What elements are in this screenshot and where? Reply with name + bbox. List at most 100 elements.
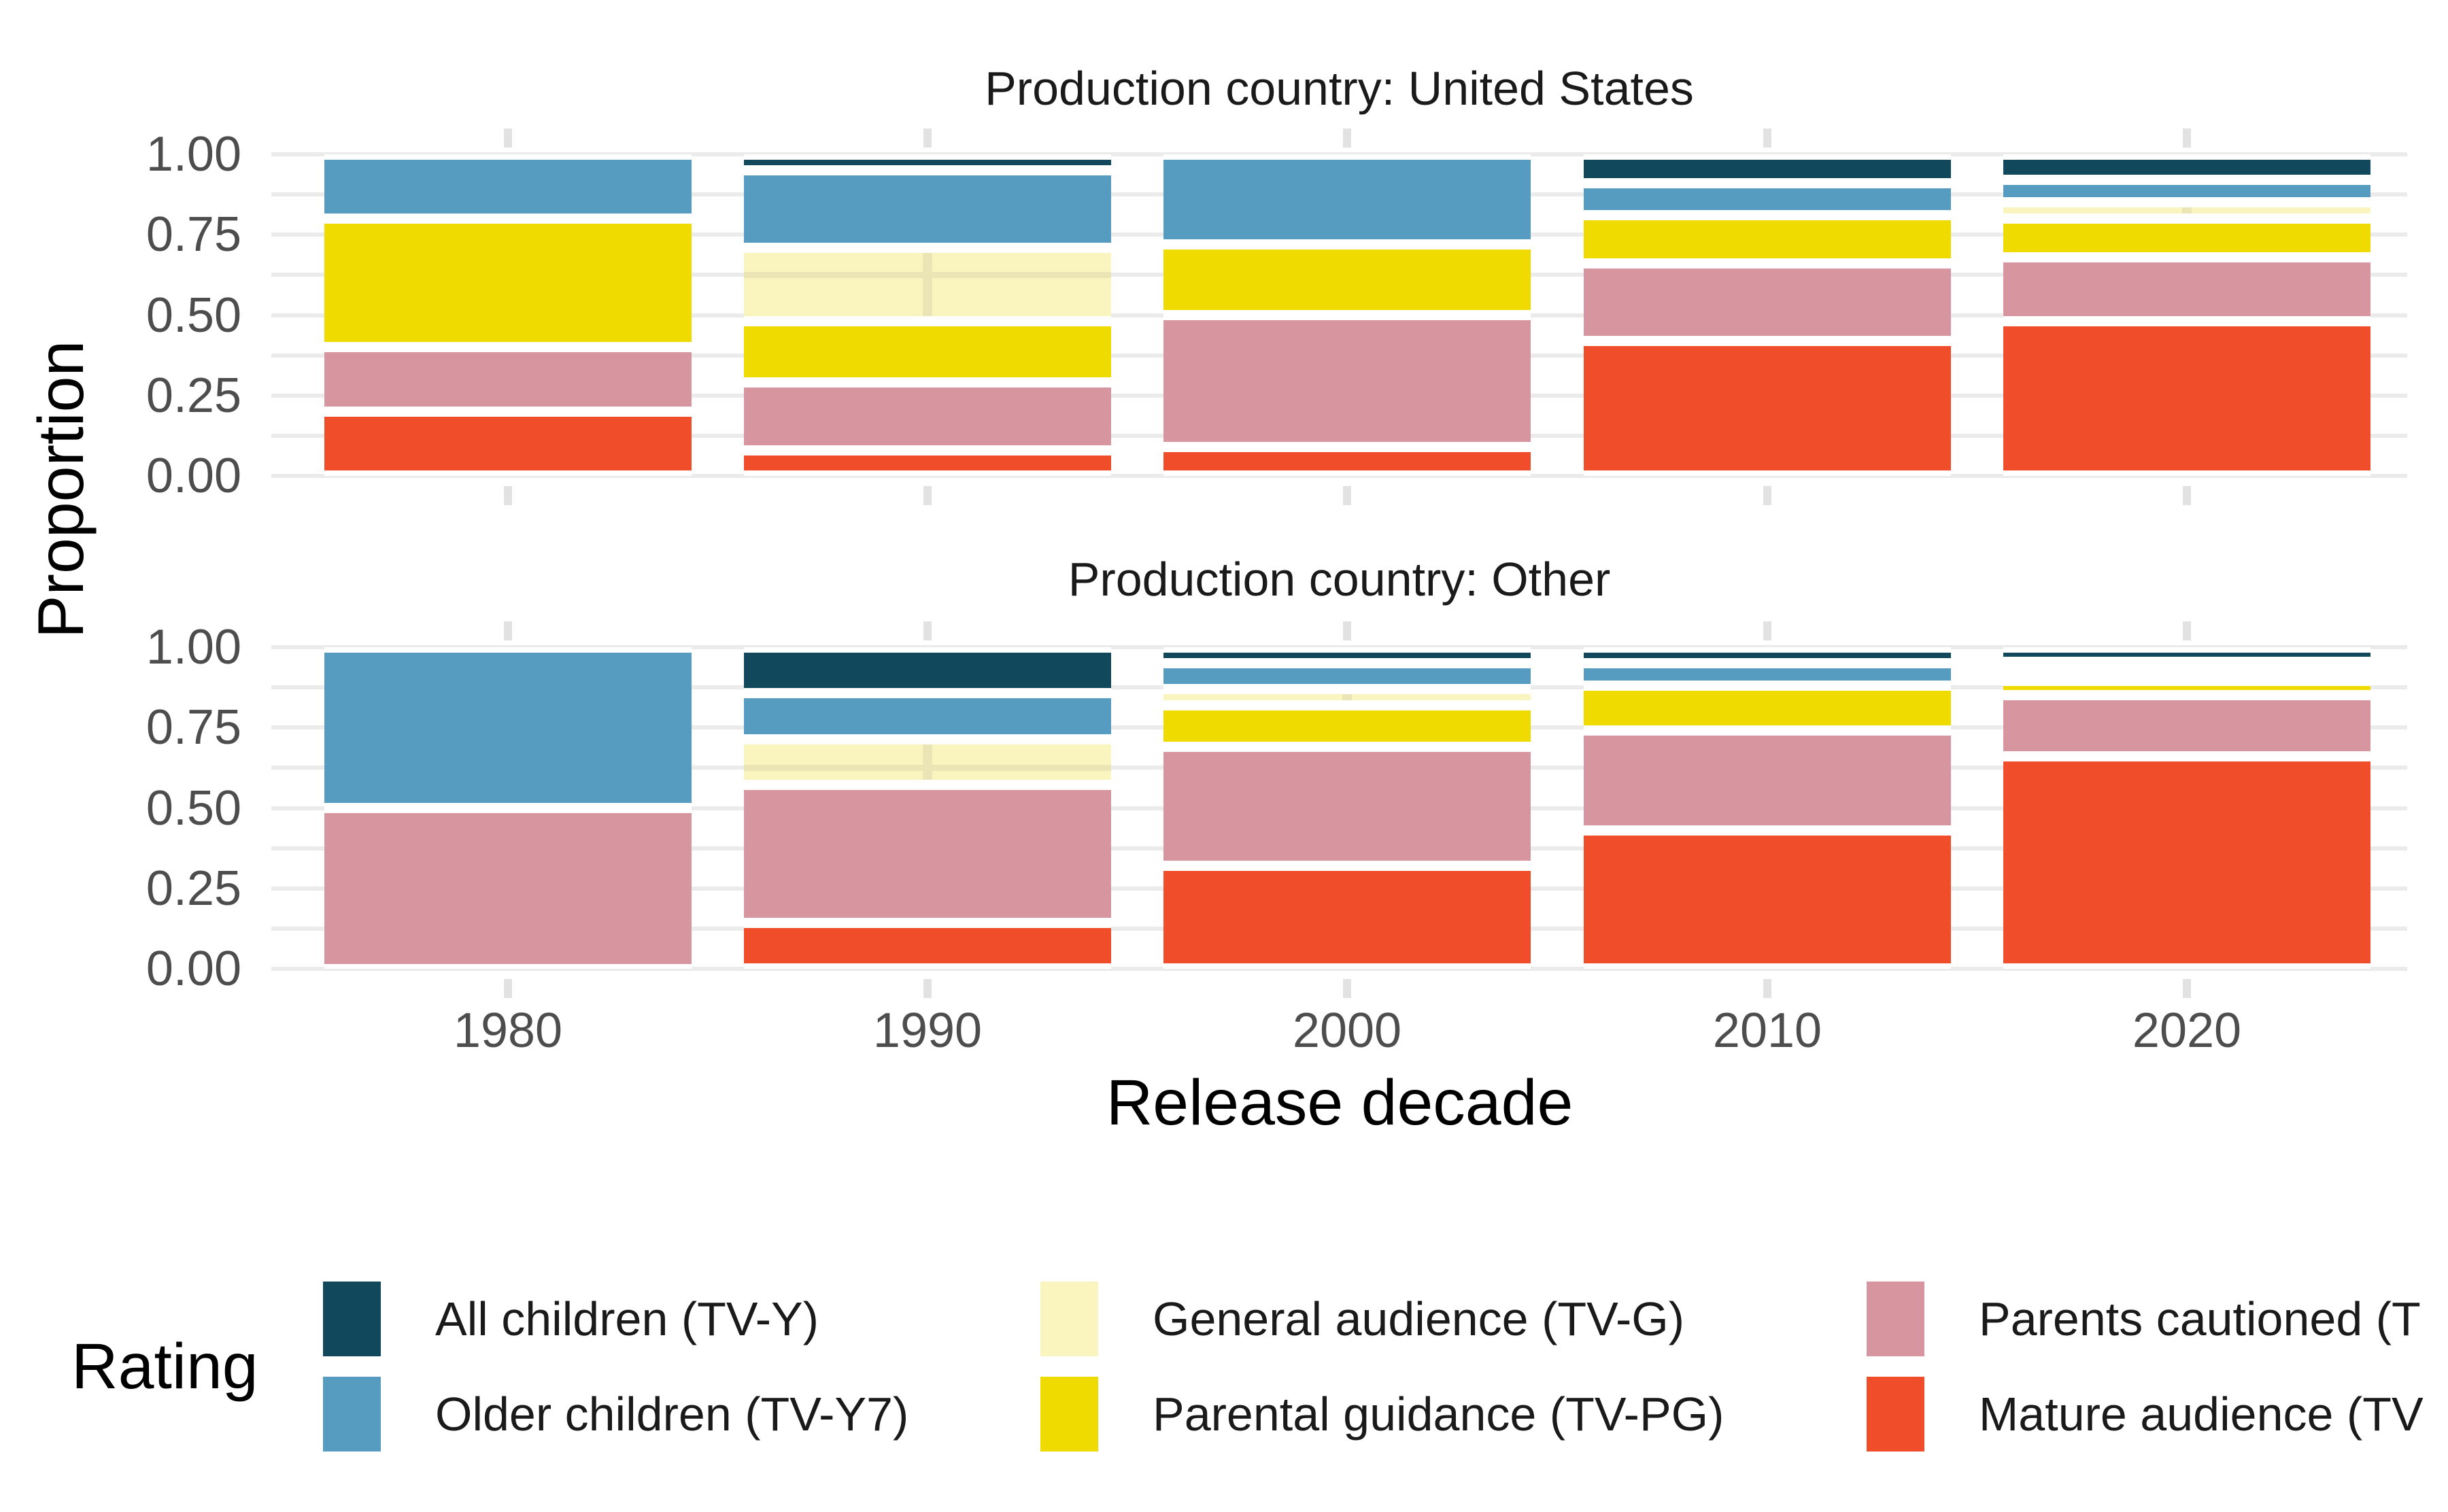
axis-tick-mark: [2183, 128, 2191, 148]
gridline-through-pale-segment: [923, 252, 932, 317]
x-tick-label: 1980: [453, 1003, 563, 1058]
segment-tv_14-2010: [1584, 736, 1951, 826]
segment-tv_14-2000: [1163, 320, 1531, 442]
axis-tick-mark: [923, 128, 932, 148]
segment-tv_g-1990: [744, 252, 1111, 317]
gridline-through-pale-segment: [923, 744, 932, 780]
axis-tick-mark: [1763, 486, 1771, 505]
segment-tv_14-2020: [2003, 262, 2370, 317]
y-tick-label: 0.75: [146, 207, 241, 262]
bar-1980: [324, 154, 692, 476]
legend-swatch-tv_ma: [1867, 1377, 1924, 1451]
segment-tv_14-1990: [744, 790, 1111, 918]
y-tick-label: 0.50: [146, 780, 241, 836]
segment-tv_ma-2000: [1163, 871, 1531, 964]
segment-tv_pg-2010: [1584, 220, 1951, 259]
segment-tv_pg-2000: [1163, 249, 1531, 310]
y-tick-label: 0.25: [146, 861, 241, 916]
segment-tv_ma-1990: [744, 455, 1111, 471]
x-tick-label: 1990: [872, 1003, 983, 1058]
segment-tv_14-1980: [324, 813, 692, 964]
legend-title: Rating: [71, 1330, 258, 1403]
y-tick-label: 0.50: [146, 288, 241, 343]
gridline-through-pale-segment: [1342, 693, 1352, 700]
segment-tv_y-2020: [2003, 652, 2370, 657]
facet-title-other: Production country: Other: [1068, 553, 1611, 606]
segment-tv_14-2010: [1584, 269, 1951, 336]
x-axis-title: Release decade: [1106, 1067, 1574, 1139]
axis-tick-mark: [2183, 486, 2191, 505]
axis-tick-mark: [504, 128, 512, 148]
segment-tv_y-1990: [744, 159, 1111, 166]
gridline-through-pale-segment: [744, 765, 1111, 772]
legend-swatch-tv_14: [1867, 1282, 1924, 1356]
segment-tv_ma-1990: [744, 927, 1111, 964]
facet-title-united-states: Production country: United States: [985, 62, 1694, 115]
segment-tv_y-1990: [744, 652, 1111, 689]
segment-tv_y-2000: [1163, 652, 1531, 659]
segment-tv_y-2010: [1584, 159, 1951, 179]
axis-tick-mark: [1763, 128, 1771, 148]
axis-tick-mark: [923, 979, 932, 998]
plot-panel-other: [271, 621, 2407, 998]
axis-tick-mark: [1763, 979, 1771, 998]
y-axis-title: Proportion: [25, 340, 97, 639]
legend-swatch-tv_y7: [323, 1377, 381, 1451]
y-tick-label: 0.00: [146, 449, 241, 503]
legend-label-tv_pg: Parental guidance (TV-PG): [1153, 1388, 1724, 1441]
legend-label-tv_y: All children (TV-Y): [435, 1292, 819, 1345]
y-tick-label: 1.00: [146, 127, 241, 182]
segment-tv_14-1990: [744, 388, 1111, 445]
bar-2000: [1163, 154, 1531, 476]
bar-2020: [2003, 647, 2370, 969]
axis-tick-mark: [923, 486, 932, 505]
y-tick-label: 0.00: [146, 942, 241, 996]
segment-tv_ma-2020: [2003, 761, 2370, 964]
segment-tv_pg-2020: [2003, 224, 2370, 252]
segment-tv_y7-2020: [2003, 185, 2370, 198]
gridline: [271, 967, 2407, 971]
segment-tv_14-2000: [1163, 752, 1531, 861]
plot-panel-united-states: [271, 128, 2407, 505]
segment-tv_ma-1980: [324, 416, 692, 471]
axis-tick-mark: [1343, 621, 1351, 640]
y-tick-label: 0.75: [146, 700, 241, 755]
legend-label-tv_ma: Mature audience (TV: [1979, 1388, 2424, 1441]
bar-2000: [1163, 647, 1531, 969]
segment-tv_ma-2000: [1163, 451, 1531, 471]
axis-tick-mark: [1343, 979, 1351, 998]
legend-label-tv_14: Parents cautioned (T: [1979, 1292, 2421, 1345]
axis-tick-mark: [2183, 979, 2191, 998]
segment-tv_ma-2010: [1584, 836, 1951, 964]
segment-tv_ma-2020: [2003, 326, 2370, 471]
segment-tv_y7-1990: [744, 698, 1111, 734]
y-tick-label: 0.25: [146, 368, 241, 423]
segment-tv_pg-1980: [324, 224, 692, 343]
gridline: [271, 474, 2407, 478]
x-tick-label: 2000: [1292, 1003, 1402, 1058]
segment-tv_ma-2010: [1584, 345, 1951, 471]
segment-tv_y-2010: [1584, 652, 1951, 659]
gridline-through-pale-segment: [744, 272, 1111, 279]
axis-tick-mark: [1343, 128, 1351, 148]
segment-tv_y7-1990: [744, 175, 1111, 243]
legend-swatch-tv_pg: [1040, 1377, 1098, 1451]
bar-1980: [324, 647, 692, 969]
bar-2010: [1584, 154, 1951, 476]
segment-tv_y7-2010: [1584, 668, 1951, 681]
bar-2010: [1584, 647, 1951, 969]
segment-tv_14-2020: [2003, 700, 2370, 752]
segment-tv_g-2020: [2003, 207, 2370, 214]
segment-tv_y7-1980: [324, 652, 692, 803]
axis-tick-mark: [504, 621, 512, 640]
legend-swatch-tv_g: [1040, 1282, 1098, 1356]
legend-swatch-tv_y: [323, 1282, 381, 1356]
axis-tick-mark: [2183, 621, 2191, 640]
segment-tv_y7-2000: [1163, 159, 1531, 239]
bar-2020: [2003, 154, 2370, 476]
gridline-through-pale-segment: [2182, 207, 2192, 214]
axis-tick-mark: [504, 979, 512, 998]
segment-tv_pg-2000: [1163, 710, 1531, 742]
axis-tick-mark: [504, 486, 512, 505]
